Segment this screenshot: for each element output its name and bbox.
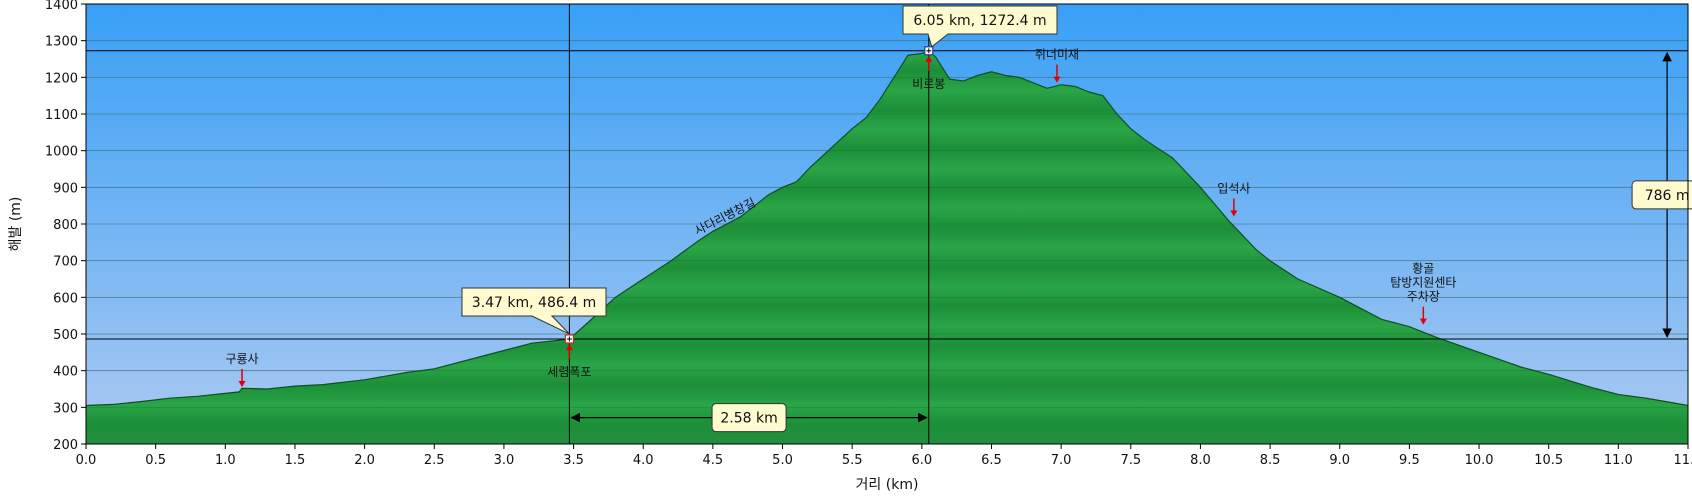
x-tick-label: 8.0 — [1190, 453, 1211, 468]
axes: 200 300 400 500 600 700 800 900 1000 1100 1200 1300… — [8, 0, 1692, 493]
place-label-line: 탐방지원센타 — [1390, 276, 1456, 290]
y-tick-label: 500 — [53, 328, 78, 343]
y-tick-label: 200 — [53, 438, 78, 453]
x-tick-label: 2.0 — [354, 453, 375, 468]
place-arrowhead — [1419, 318, 1427, 325]
elevation-span-label: 786 m — [1645, 188, 1690, 204]
terrain-outline — [85, 50, 1689, 407]
y-tick-label: 700 — [53, 255, 78, 270]
x-tick-label: 5.0 — [772, 453, 793, 468]
place-label-line: 주차장 — [1407, 290, 1440, 304]
place-arrowhead — [925, 55, 933, 62]
y-tick-label: 400 — [53, 365, 78, 380]
y-tick-label: 300 — [53, 401, 78, 416]
place-arrowhead — [565, 344, 573, 351]
place-label: 입석사 — [1217, 182, 1250, 196]
x-tick-label: 7.5 — [1120, 453, 1141, 468]
place-arrowhead — [1053, 76, 1061, 83]
distance-span-box — [711, 403, 787, 433]
x-tick-label: 7.0 — [1051, 453, 1072, 468]
marker-callout-box — [461, 287, 607, 335]
place-label-line: 황골 — [1412, 262, 1434, 276]
x-tick-label: 4.5 — [703, 453, 724, 468]
x-tick-label: 11.5 — [1674, 453, 1692, 468]
y-tick-label: 1000 — [45, 145, 78, 160]
elevation-span-box — [1631, 180, 1692, 210]
marker-callout-box — [902, 5, 1058, 48]
x-tick-label: 2.5 — [424, 453, 445, 468]
y-tick-label: 600 — [53, 291, 78, 306]
distance-span-label: 2.58 km — [720, 411, 777, 427]
x-tick-label: 4.0 — [633, 453, 654, 468]
place-label: 세렴폭포 — [547, 365, 591, 379]
y-axis-title: 해발 (m) — [8, 197, 24, 252]
x-tick-label: 9.5 — [1399, 453, 1420, 468]
place-arrowhead — [1230, 210, 1238, 217]
x-tick-label: 6.5 — [981, 453, 1002, 468]
marker-callout-label: 6.05 km, 1272.4 m — [913, 13, 1046, 29]
place-label: 구룡사 — [225, 352, 258, 366]
x-tick-label: 1.5 — [285, 453, 306, 468]
place-label: 쥐너미재 — [1035, 48, 1079, 62]
x-tick-label: 0.0 — [76, 453, 97, 468]
x-tick-label: 10.5 — [1534, 453, 1563, 468]
y-tick-label: 1200 — [45, 71, 78, 86]
x-tick-label: 1.0 — [215, 453, 236, 468]
x-tick-label: 11.0 — [1604, 453, 1633, 468]
x-tick-label: 5.5 — [842, 453, 863, 468]
x-tick-label: 3.0 — [494, 453, 515, 468]
x-tick-label: 6.0 — [911, 453, 932, 468]
place-label: 비로봉 — [912, 77, 945, 91]
place-arrowhead — [238, 381, 246, 387]
y-tick-label: 1300 — [45, 35, 78, 50]
y-tick-label: 800 — [53, 218, 78, 233]
x-axis-title: 거리 (km) — [856, 477, 919, 493]
x-tick-label: 10.0 — [1465, 453, 1494, 468]
x-tick-label: 8.5 — [1260, 453, 1281, 468]
y-tick-label: 1400 — [45, 0, 78, 13]
y-tick-label: 1100 — [45, 108, 78, 123]
x-tick-label: 3.5 — [563, 453, 584, 468]
x-tick-label: 0.5 — [145, 453, 166, 468]
terrain-fill — [86, 50, 1688, 445]
marker-callout-label: 3.47 km, 486.4 m — [472, 295, 596, 311]
x-tick-label: 9.0 — [1329, 453, 1350, 468]
y-tick-label: 900 — [53, 181, 78, 196]
